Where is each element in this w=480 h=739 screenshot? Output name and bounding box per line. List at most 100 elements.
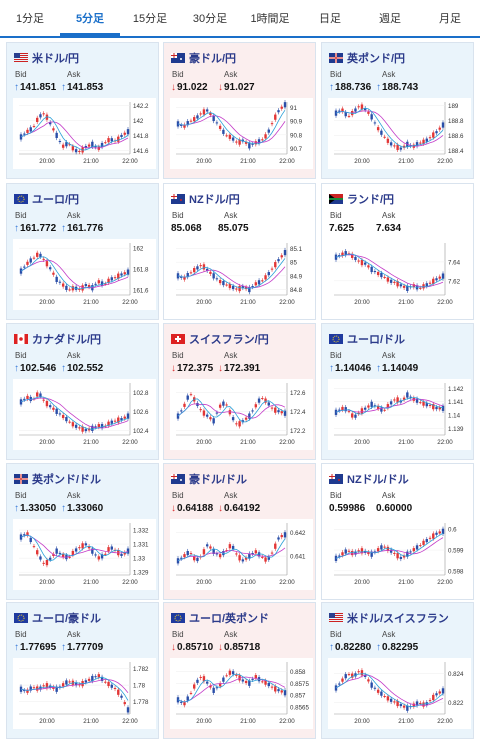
candle (415, 545, 419, 550)
candle (218, 683, 222, 687)
tab-5[interactable]: 日足 (319, 13, 341, 25)
candle (277, 110, 280, 113)
tab-2[interactable]: 15分足 (132, 13, 168, 25)
rate-card[interactable]: 米ドル/円 Bid Ask ↑141.851 ↑141.853 142.2 142 141.8… (6, 42, 159, 179)
candle (186, 696, 189, 701)
pair-name[interactable]: 豪ドル/円 (189, 53, 237, 65)
candle (176, 558, 180, 564)
rate-card[interactable]: NZドル/円 Bid Ask 85.068 85.075 85.1 85 84.9 84.8 20… (163, 183, 316, 320)
price-chart[interactable]: 0.642 0.641 20:00 21:00 22:00 (170, 519, 313, 590)
candle (123, 272, 126, 275)
candle (228, 670, 232, 675)
rate-card[interactable]: NZドル/ドル Bid Ask 0.59986 0.60000 0.6 0.599 0.598… (321, 463, 474, 600)
pair-name[interactable]: 英ポンド/円 (347, 53, 406, 65)
candle (205, 414, 209, 417)
rate-card[interactable]: スイスフラン/円 Bid Ask ↓172.375 ↓172.391 172.6 172.4… (163, 323, 316, 460)
rate-card[interactable]: 英ポンド/ドル Bid Ask ↑1.33050 ↑1.33060 1.332 1.331 1… (6, 463, 159, 600)
price-chart[interactable]: 85.1 85 84.9 84.8 20:00 21:00 22:00 (170, 239, 313, 310)
candle (196, 402, 199, 407)
price-chart[interactable]: 7.64 7.62 20:00 21:00 22:00 (328, 239, 471, 310)
candle (180, 276, 183, 278)
bid-value-row: ↑1.33050 (14, 503, 56, 514)
pair-name[interactable]: ユーロ/英ポンド (189, 613, 270, 625)
rate-card[interactable]: 米ドル/スイスフラン Bid Ask ↑0.82280 ↑0.82295 0.824 0.8… (321, 602, 474, 739)
pair-name[interactable]: ランド/円 (347, 194, 395, 206)
ask-value-row: ↑1.14049 (376, 363, 418, 374)
rate-card[interactable]: 豪ドル/円 Bid Ask ↓91.022 ↓91.027 91 90.9 90.8 90.7 2… (163, 42, 316, 179)
candle (61, 283, 65, 287)
eu-flag (14, 194, 28, 204)
pair-name[interactable]: 英ポンド/ドル (32, 474, 102, 486)
tab-7[interactable]: 月足 (439, 13, 461, 25)
price-chart[interactable]: 0.6 0.599 0.598 20:00 21:00 22:00 (328, 519, 471, 590)
pair-name[interactable]: 米ドル/円 (32, 53, 80, 65)
price-chart[interactable]: 1.782 1.78 1.778 20:00 21:00 22:00 (13, 658, 156, 729)
candle (45, 560, 49, 566)
pair-name[interactable]: NZドル/ドル (347, 474, 409, 486)
candle (104, 681, 107, 683)
candle (19, 399, 23, 405)
price-chart[interactable]: 189 188.8 188.6 188.4 20:00 21:00 22:00 (328, 98, 471, 169)
bid-label: Bid (172, 351, 184, 360)
pair-name[interactable]: カナダドル/円 (32, 334, 102, 346)
candle (123, 132, 126, 135)
candle (376, 405, 380, 409)
rate-card[interactable]: ユーロ/英ポンド Bid Ask ↓0.85710 ↓0.85718 0.858 0.857… (163, 602, 316, 739)
rate-card[interactable]: ユーロ/ドル Bid Ask ↑1.14046 ↑1.14049 1.142 1.141 1.… (321, 323, 474, 460)
candle (370, 401, 373, 407)
y-tick-label: 172.2 (290, 428, 306, 435)
candle (26, 532, 29, 536)
price-chart[interactable]: 172.6 172.4 172.2 20:00 21:00 22:00 (170, 379, 313, 450)
candle (100, 281, 104, 286)
tab-0[interactable]: 1分足 (15, 13, 45, 25)
bid-value-row: 0.59986 (329, 503, 365, 514)
rate-card[interactable]: ユーロ/豪ドル Bid Ask ↑1.77695 ↑1.77709 1.782 1.78 1.… (6, 602, 159, 739)
candle (251, 143, 254, 145)
candle (176, 121, 180, 127)
price-chart[interactable]: 162 161.8 161.6 20:00 21:00 22:00 (13, 239, 156, 310)
short-average-line (20, 534, 129, 562)
pair-name[interactable]: 豪ドル/ドル (189, 474, 248, 486)
tab-3[interactable]: 30分足 (192, 13, 228, 25)
price-chart[interactable]: 142.2 142 141.8 141.6 20:00 21:00 22:00 (13, 98, 156, 169)
candle (363, 108, 367, 111)
candle (71, 422, 75, 427)
x-tick-label: 21:00 (240, 718, 256, 725)
candle (267, 402, 270, 406)
pair-name[interactable]: NZドル/円 (189, 194, 240, 206)
price-chart[interactable]: 102.8 102.6 102.4 20:00 21:00 22:00 (13, 379, 156, 450)
candle (212, 115, 215, 122)
pair-name[interactable]: ユーロ/円 (32, 194, 80, 206)
x-tick-label: 22:00 (279, 439, 295, 446)
candle (254, 404, 258, 408)
price-chart[interactable]: 1.332 1.331 1.33 1.329 20:00 21:00 22:00 (13, 519, 156, 590)
tab-1[interactable]: 5分足 (60, 0, 120, 36)
tab-6[interactable]: 週足 (379, 13, 401, 25)
pair-name[interactable]: ユーロ/ドル (347, 334, 406, 346)
candle (277, 410, 280, 413)
candle (380, 545, 383, 550)
pair-name[interactable]: ユーロ/豪ドル (32, 613, 102, 625)
y-tick-label: 0.822 (448, 700, 464, 707)
x-tick-label: 20:00 (196, 158, 212, 165)
price-chart[interactable]: 1.142 1.141 1.14 1.139 20:00 21:00 22:00 (328, 379, 471, 450)
rate-card[interactable]: カナダドル/円 Bid Ask ↑102.546 ↑102.552 102.8 102.6 1… (6, 323, 159, 460)
candle (428, 137, 432, 139)
ask-value-row: ↓0.85718 (218, 642, 260, 653)
price-chart[interactable]: 0.824 0.822 20:00 21:00 22:00 (328, 658, 471, 729)
tab-4[interactable]: 1時間足 (250, 13, 290, 25)
candle (97, 556, 101, 560)
price-chart[interactable]: 0.858 0.8575 0.857 0.8565 20:00 21:00 22:00 (170, 658, 313, 729)
pair-name[interactable]: 米ドル/スイスフラン (347, 613, 449, 625)
price-chart[interactable]: 91 90.9 90.8 90.7 20:00 21:00 22:00 (170, 98, 313, 169)
rate-card[interactable]: ランド/円 Bid Ask 7.625 7.634 7.64 7.62 20:00 21:00 2… (321, 183, 474, 320)
bid-value: 0.59986 (329, 503, 366, 514)
candle (78, 547, 81, 549)
bid-label: Bid (330, 70, 342, 79)
rate-card[interactable]: ユーロ/円 Bid Ask ↑161.772 ↑161.776 162 161.8 161.6… (6, 183, 159, 320)
rate-card[interactable]: 豪ドル/ドル Bid Ask ↓0.64188 ↓0.64192 0.642 0.641 20… (163, 463, 316, 600)
rate-card[interactable]: 英ポンド/円 Bid Ask ↑188.736 ↑188.743 189 188.8 188.… (321, 42, 474, 179)
candle (212, 548, 215, 554)
pair-name[interactable]: スイスフラン/円 (189, 334, 269, 346)
candle (36, 392, 39, 397)
